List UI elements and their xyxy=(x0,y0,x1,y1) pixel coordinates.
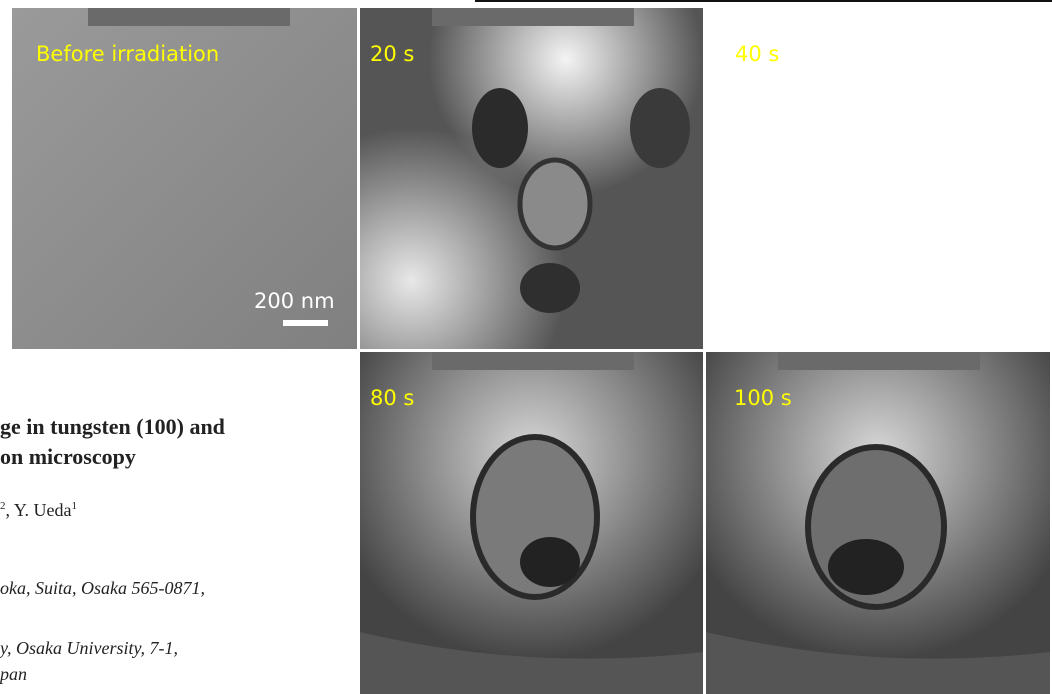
panel-label: 80 s xyxy=(370,386,414,410)
panel-label: Before irradiation xyxy=(36,42,219,66)
paper-affiliation: pan xyxy=(0,664,27,685)
panel-label: 40 s xyxy=(735,42,779,66)
micrograph: 80 s xyxy=(360,352,703,694)
superscript: 1 xyxy=(72,500,78,512)
top-rule xyxy=(475,0,1052,2)
paper-authors: 2, Y. Ueda1 xyxy=(0,500,77,521)
micrograph: 100 s xyxy=(706,352,1050,694)
scale-bar-label: 200 nm xyxy=(254,289,335,313)
paper-affiliation: oka, Suita, Osaka 565-0871, xyxy=(0,578,205,599)
paper-title: ge in tungsten (100) and xyxy=(0,414,225,440)
micrograph: Before irradiation 200 nm xyxy=(12,8,357,349)
micrograph: 20 s xyxy=(360,8,703,349)
paper-affiliation: y, Osaka University, 7-1, xyxy=(0,638,178,659)
author-text: , Y. Ueda xyxy=(6,500,72,520)
panel-label: 100 s xyxy=(734,386,792,410)
paper-title: on microscopy xyxy=(0,444,136,470)
page: Before irradiation 200 nm 20 s 40 s 80 s… xyxy=(0,0,1052,694)
panel-label: 20 s xyxy=(370,42,414,66)
